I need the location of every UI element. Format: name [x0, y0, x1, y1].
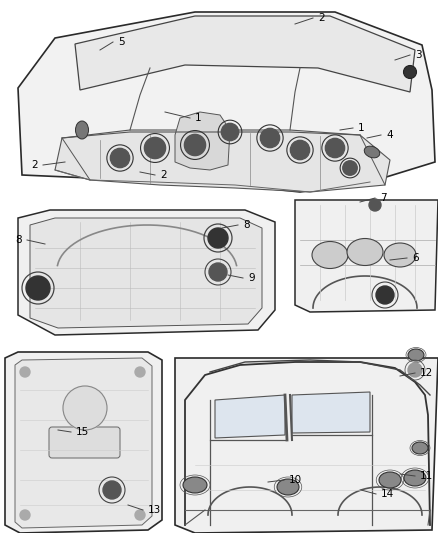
Circle shape: [221, 123, 239, 141]
Text: 2: 2: [32, 160, 38, 170]
Polygon shape: [292, 392, 370, 433]
Circle shape: [260, 128, 279, 148]
Circle shape: [26, 276, 50, 300]
Ellipse shape: [183, 477, 207, 493]
Text: 13: 13: [148, 505, 161, 515]
Circle shape: [208, 228, 228, 248]
Text: 8: 8: [243, 220, 250, 230]
Circle shape: [408, 363, 422, 377]
Polygon shape: [18, 12, 435, 192]
Text: 11: 11: [420, 471, 433, 481]
Ellipse shape: [403, 66, 417, 78]
Ellipse shape: [408, 349, 424, 361]
Text: 3: 3: [415, 50, 422, 60]
Circle shape: [343, 161, 357, 175]
FancyBboxPatch shape: [49, 427, 120, 458]
Ellipse shape: [404, 470, 426, 486]
Text: 1: 1: [358, 123, 364, 133]
Circle shape: [20, 367, 30, 377]
Circle shape: [135, 510, 145, 520]
Text: 2: 2: [160, 170, 166, 180]
Polygon shape: [175, 358, 438, 533]
Ellipse shape: [412, 442, 428, 454]
Ellipse shape: [75, 121, 88, 139]
Circle shape: [145, 138, 166, 159]
Text: 6: 6: [412, 253, 419, 263]
Ellipse shape: [312, 241, 348, 269]
Polygon shape: [18, 210, 275, 335]
Polygon shape: [30, 218, 262, 328]
Text: 2: 2: [318, 13, 325, 23]
Ellipse shape: [277, 479, 299, 495]
Text: 10: 10: [289, 475, 302, 485]
Ellipse shape: [364, 146, 380, 158]
Polygon shape: [215, 395, 285, 438]
Text: 9: 9: [248, 273, 254, 283]
Text: 12: 12: [420, 368, 433, 378]
Circle shape: [20, 510, 30, 520]
Polygon shape: [295, 200, 438, 312]
Circle shape: [110, 148, 130, 168]
Circle shape: [376, 286, 394, 304]
Ellipse shape: [384, 243, 416, 267]
Text: 15: 15: [76, 427, 89, 437]
Polygon shape: [5, 352, 162, 533]
Circle shape: [369, 199, 381, 211]
Polygon shape: [55, 130, 390, 192]
Circle shape: [63, 386, 107, 430]
Circle shape: [325, 139, 345, 158]
Text: 7: 7: [380, 193, 387, 203]
Circle shape: [103, 481, 121, 499]
Circle shape: [135, 367, 145, 377]
Polygon shape: [175, 112, 230, 170]
Polygon shape: [15, 358, 152, 528]
Polygon shape: [75, 16, 415, 92]
Ellipse shape: [347, 238, 383, 265]
Circle shape: [290, 140, 310, 160]
Circle shape: [184, 134, 205, 156]
Ellipse shape: [379, 472, 401, 488]
Text: 8: 8: [15, 235, 22, 245]
Text: 14: 14: [381, 489, 394, 499]
Text: 5: 5: [118, 37, 125, 47]
Circle shape: [209, 263, 227, 281]
Text: 4: 4: [386, 130, 392, 140]
Text: 1: 1: [195, 113, 201, 123]
